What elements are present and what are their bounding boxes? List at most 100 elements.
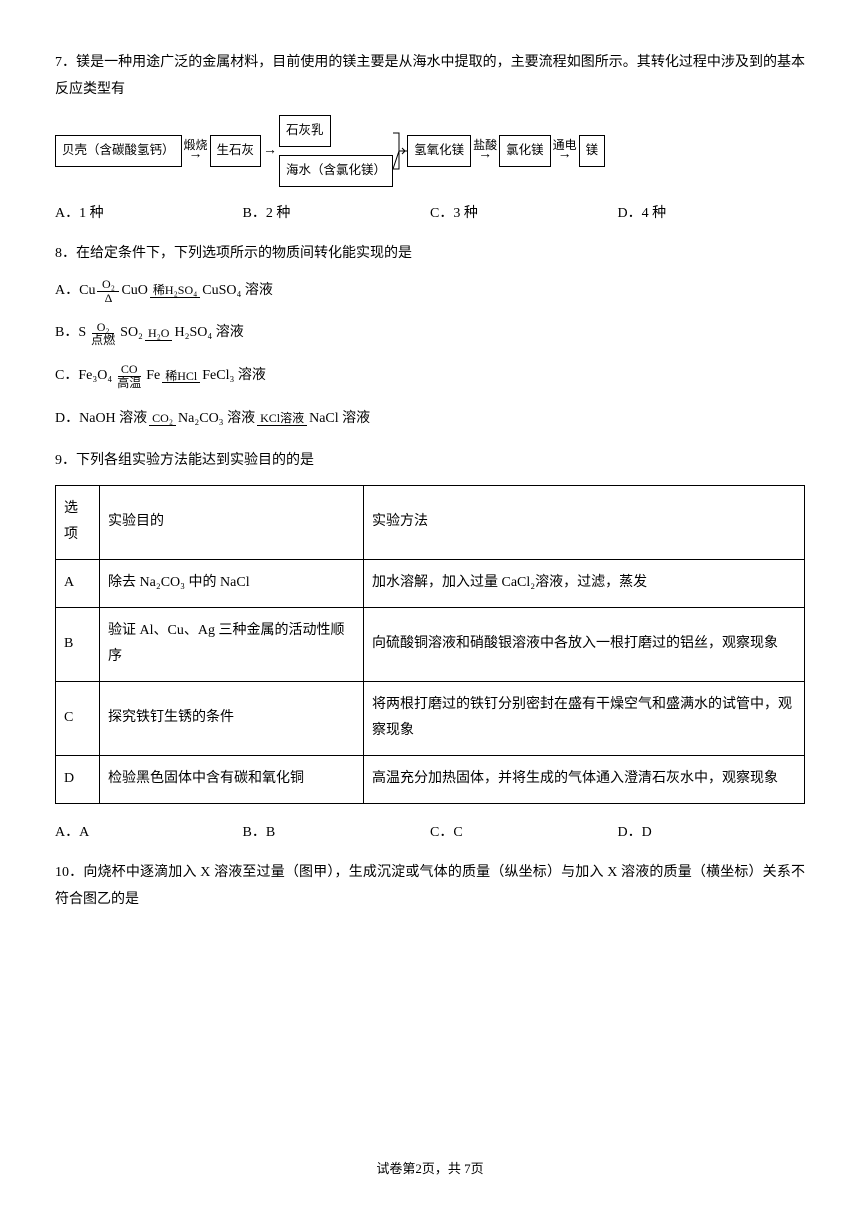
flow-column: 石灰乳 海水（含氯化镁）	[279, 115, 393, 187]
cell-goal: 除去 Na₂CO₃ 中的 NaCl	[100, 560, 364, 608]
condition-top: CO	[118, 363, 141, 377]
q10-body: 向烧杯中逐滴加入 X 溶液至过量（图甲），生成沉淀或气体的质量（纵坐标）与加入 …	[55, 865, 805, 907]
q9-options: A．A B．B C．C D．D	[55, 820, 805, 847]
flow-box-mg: 镁	[579, 135, 606, 167]
opt-label: C．	[55, 363, 78, 390]
flow-box-mgoh2: 氢氧化镁	[407, 135, 471, 167]
header-method: 实验方法	[364, 485, 805, 559]
condition-top: H₂O	[145, 327, 173, 341]
q9-opt-b: B．B	[243, 820, 431, 847]
flow-arrow-hcl: 盐酸 →	[473, 139, 497, 162]
q8-number: 8．	[55, 246, 76, 261]
page-footer: 试卷第2页，共 7页	[0, 1157, 860, 1182]
q7-text: 7．镁是一种用途广泛的金属材料，目前使用的镁主要是从海水中提取的，主要流程如图所…	[55, 50, 805, 103]
q7-opt-d: D．4 种	[618, 201, 806, 228]
cell-method: 将两根打磨过的铁钉分别密封在盛有干燥空气和盛满水的试管中，观察现象	[364, 681, 805, 755]
q10-text: 10．向烧杯中逐滴加入 X 溶液至过量（图甲），生成沉淀或气体的质量（纵坐标）与…	[55, 860, 805, 913]
reaction-arrow: CO 高温	[114, 363, 144, 389]
substance: Fe₃O₄	[78, 363, 112, 390]
cell-key: B	[56, 607, 100, 681]
question-8: 8．在给定条件下，下列选项所示的物质间转化能实现的是 A． Cu O₂ Δ Cu…	[55, 241, 805, 432]
substance: CuSO₄ 溶液	[202, 278, 273, 305]
table-row: B 验证 Al、Cu、Ag 三种金属的活动性顺序 向硫酸铜溶液和硝酸银溶液中各放…	[56, 607, 805, 681]
flow-arrow-electrolysis: 通电 →	[553, 139, 577, 162]
substance: NaCl 溶液	[309, 406, 370, 433]
flow-arrow-calcine: 煅烧 →	[184, 139, 208, 162]
q7-number: 7．	[55, 55, 76, 70]
q8-text: 8．在给定条件下，下列选项所示的物质间转化能实现的是	[55, 241, 805, 268]
table-row: A 除去 Na₂CO₃ 中的 NaCl 加水溶解，加入过量 CaCl₂溶液，过滤…	[56, 560, 805, 608]
reaction-arrow: 稀HCl	[162, 370, 200, 384]
reaction-arrow: O₂ 点燃	[88, 321, 118, 347]
cell-goal: 验证 Al、Cu、Ag 三种金属的活动性顺序	[100, 607, 364, 681]
cell-method: 高温充分加热固体，并将生成的气体通入澄清石灰水中，观察现象	[364, 756, 805, 804]
substance: Fe	[146, 363, 160, 390]
table-row: C 探究铁钉生锈的条件 将两根打磨过的铁钉分别密封在盛有干燥空气和盛满水的试管中…	[56, 681, 805, 755]
condition-bot: 高温	[114, 377, 144, 390]
condition-top: O₂	[97, 278, 119, 292]
cell-key: A	[56, 560, 100, 608]
reaction-arrow: KCl溶液	[257, 412, 307, 426]
q7-opt-a: A．1 种	[55, 201, 243, 228]
q9-opt-d: D．D	[618, 820, 806, 847]
q8-opt-c: C． Fe₃O₄ CO 高温 Fe 稀HCl FeCl₃ 溶液	[55, 363, 805, 390]
q8-opt-b: B． S O₂ 点燃 SO₂ H₂O H₂SO₄ 溶液	[55, 320, 805, 347]
opt-label: D．	[55, 406, 79, 433]
substance: FeCl₃ 溶液	[202, 363, 266, 390]
table-row: D 检验黑色固体中含有碳和氧化铜 高温充分加热固体，并将生成的气体通入澄清石灰水…	[56, 756, 805, 804]
q7-body: 镁是一种用途广泛的金属材料，目前使用的镁主要是从海水中提取的，主要流程如图所示。…	[55, 55, 805, 97]
condition-top: KCl溶液	[257, 412, 307, 426]
flow-merge-icon	[393, 129, 407, 173]
substance: NaOH 溶液	[79, 406, 147, 433]
q7-options: A．1 种 B．2 种 C．3 种 D．4 种	[55, 201, 805, 228]
substance: S	[78, 320, 86, 347]
q9-body: 下列各组实验方法能达到实验目的的是	[76, 453, 314, 468]
flow-box-shell: 贝壳（含碳酸氢钙）	[55, 135, 182, 167]
q9-table: 选项 实验目的 实验方法 A 除去 Na₂CO₃ 中的 NaCl 加水溶解，加入…	[55, 485, 805, 804]
q8-opt-a: A． Cu O₂ Δ CuO 稀H₂SO₄ CuSO₄ 溶液	[55, 278, 805, 305]
flow-box-seawater: 海水（含氯化镁）	[279, 155, 393, 187]
arrow-icon: →	[478, 148, 492, 162]
q9-text: 9．下列各组实验方法能达到实验目的的是	[55, 448, 805, 475]
flow-box-limemilk: 石灰乳	[279, 115, 331, 147]
q9-opt-a: A．A	[55, 820, 243, 847]
opt-label: A．	[55, 278, 79, 305]
reaction-arrow: 稀H₂SO₄	[150, 284, 200, 298]
q8-opt-d: D． NaOH 溶液 CO₂ Na₂CO₃ 溶液 KCl溶液 NaCl 溶液	[55, 406, 805, 433]
condition-top: 稀HCl	[162, 370, 200, 384]
cell-goal: 检验黑色固体中含有碳和氧化铜	[100, 756, 364, 804]
question-9: 9．下列各组实验方法能达到实验目的的是 选项 实验目的 实验方法 A 除去 Na…	[55, 448, 805, 846]
arrow-icon: →	[189, 148, 203, 162]
condition-bot: 点燃	[88, 334, 118, 347]
substance: SO₂	[120, 320, 143, 347]
q7-opt-c: C．3 种	[430, 201, 618, 228]
q7-flowchart: 贝壳（含碳酸氢钙） 煅烧 → 生石灰 → 石灰乳 海水（含氯化镁） 氢氧化镁 盐…	[55, 115, 805, 187]
cell-key: D	[56, 756, 100, 804]
substance: Cu	[79, 278, 95, 305]
flow-box-mgcl2: 氯化镁	[499, 135, 551, 167]
cell-goal: 探究铁钉生锈的条件	[100, 681, 364, 755]
reaction-arrow: O₂ Δ	[97, 278, 119, 304]
flow-box-quicklime: 生石灰	[210, 135, 262, 167]
header-option: 选项	[56, 485, 100, 559]
q8-body: 在给定条件下，下列选项所示的物质间转化能实现的是	[76, 246, 412, 261]
reaction-arrow: H₂O	[145, 327, 173, 341]
q7-opt-b: B．2 种	[243, 201, 431, 228]
substance: H₂SO₄ 溶液	[174, 320, 243, 347]
substance: Na₂CO₃ 溶液	[178, 406, 255, 433]
arrow-icon: →	[558, 148, 572, 162]
header-goal: 实验目的	[100, 485, 364, 559]
cell-method: 向硫酸铜溶液和硝酸银溶液中各放入一根打磨过的铝丝，观察现象	[364, 607, 805, 681]
question-7: 7．镁是一种用途广泛的金属材料，目前使用的镁主要是从海水中提取的，主要流程如图所…	[55, 50, 805, 227]
question-10: 10．向烧杯中逐滴加入 X 溶液至过量（图甲），生成沉淀或气体的质量（纵坐标）与…	[55, 860, 805, 913]
condition-top: 稀H₂SO₄	[150, 284, 200, 298]
cell-method: 加水溶解，加入过量 CaCl₂溶液，过滤，蒸发	[364, 560, 805, 608]
q10-number: 10．	[55, 865, 83, 880]
substance: CuO	[121, 278, 147, 305]
reaction-arrow: CO₂	[149, 412, 176, 426]
condition-top: CO₂	[149, 412, 176, 426]
cell-key: C	[56, 681, 100, 755]
table-header-row: 选项 实验目的 实验方法	[56, 485, 805, 559]
q9-opt-c: C．C	[430, 820, 618, 847]
q9-number: 9．	[55, 453, 76, 468]
